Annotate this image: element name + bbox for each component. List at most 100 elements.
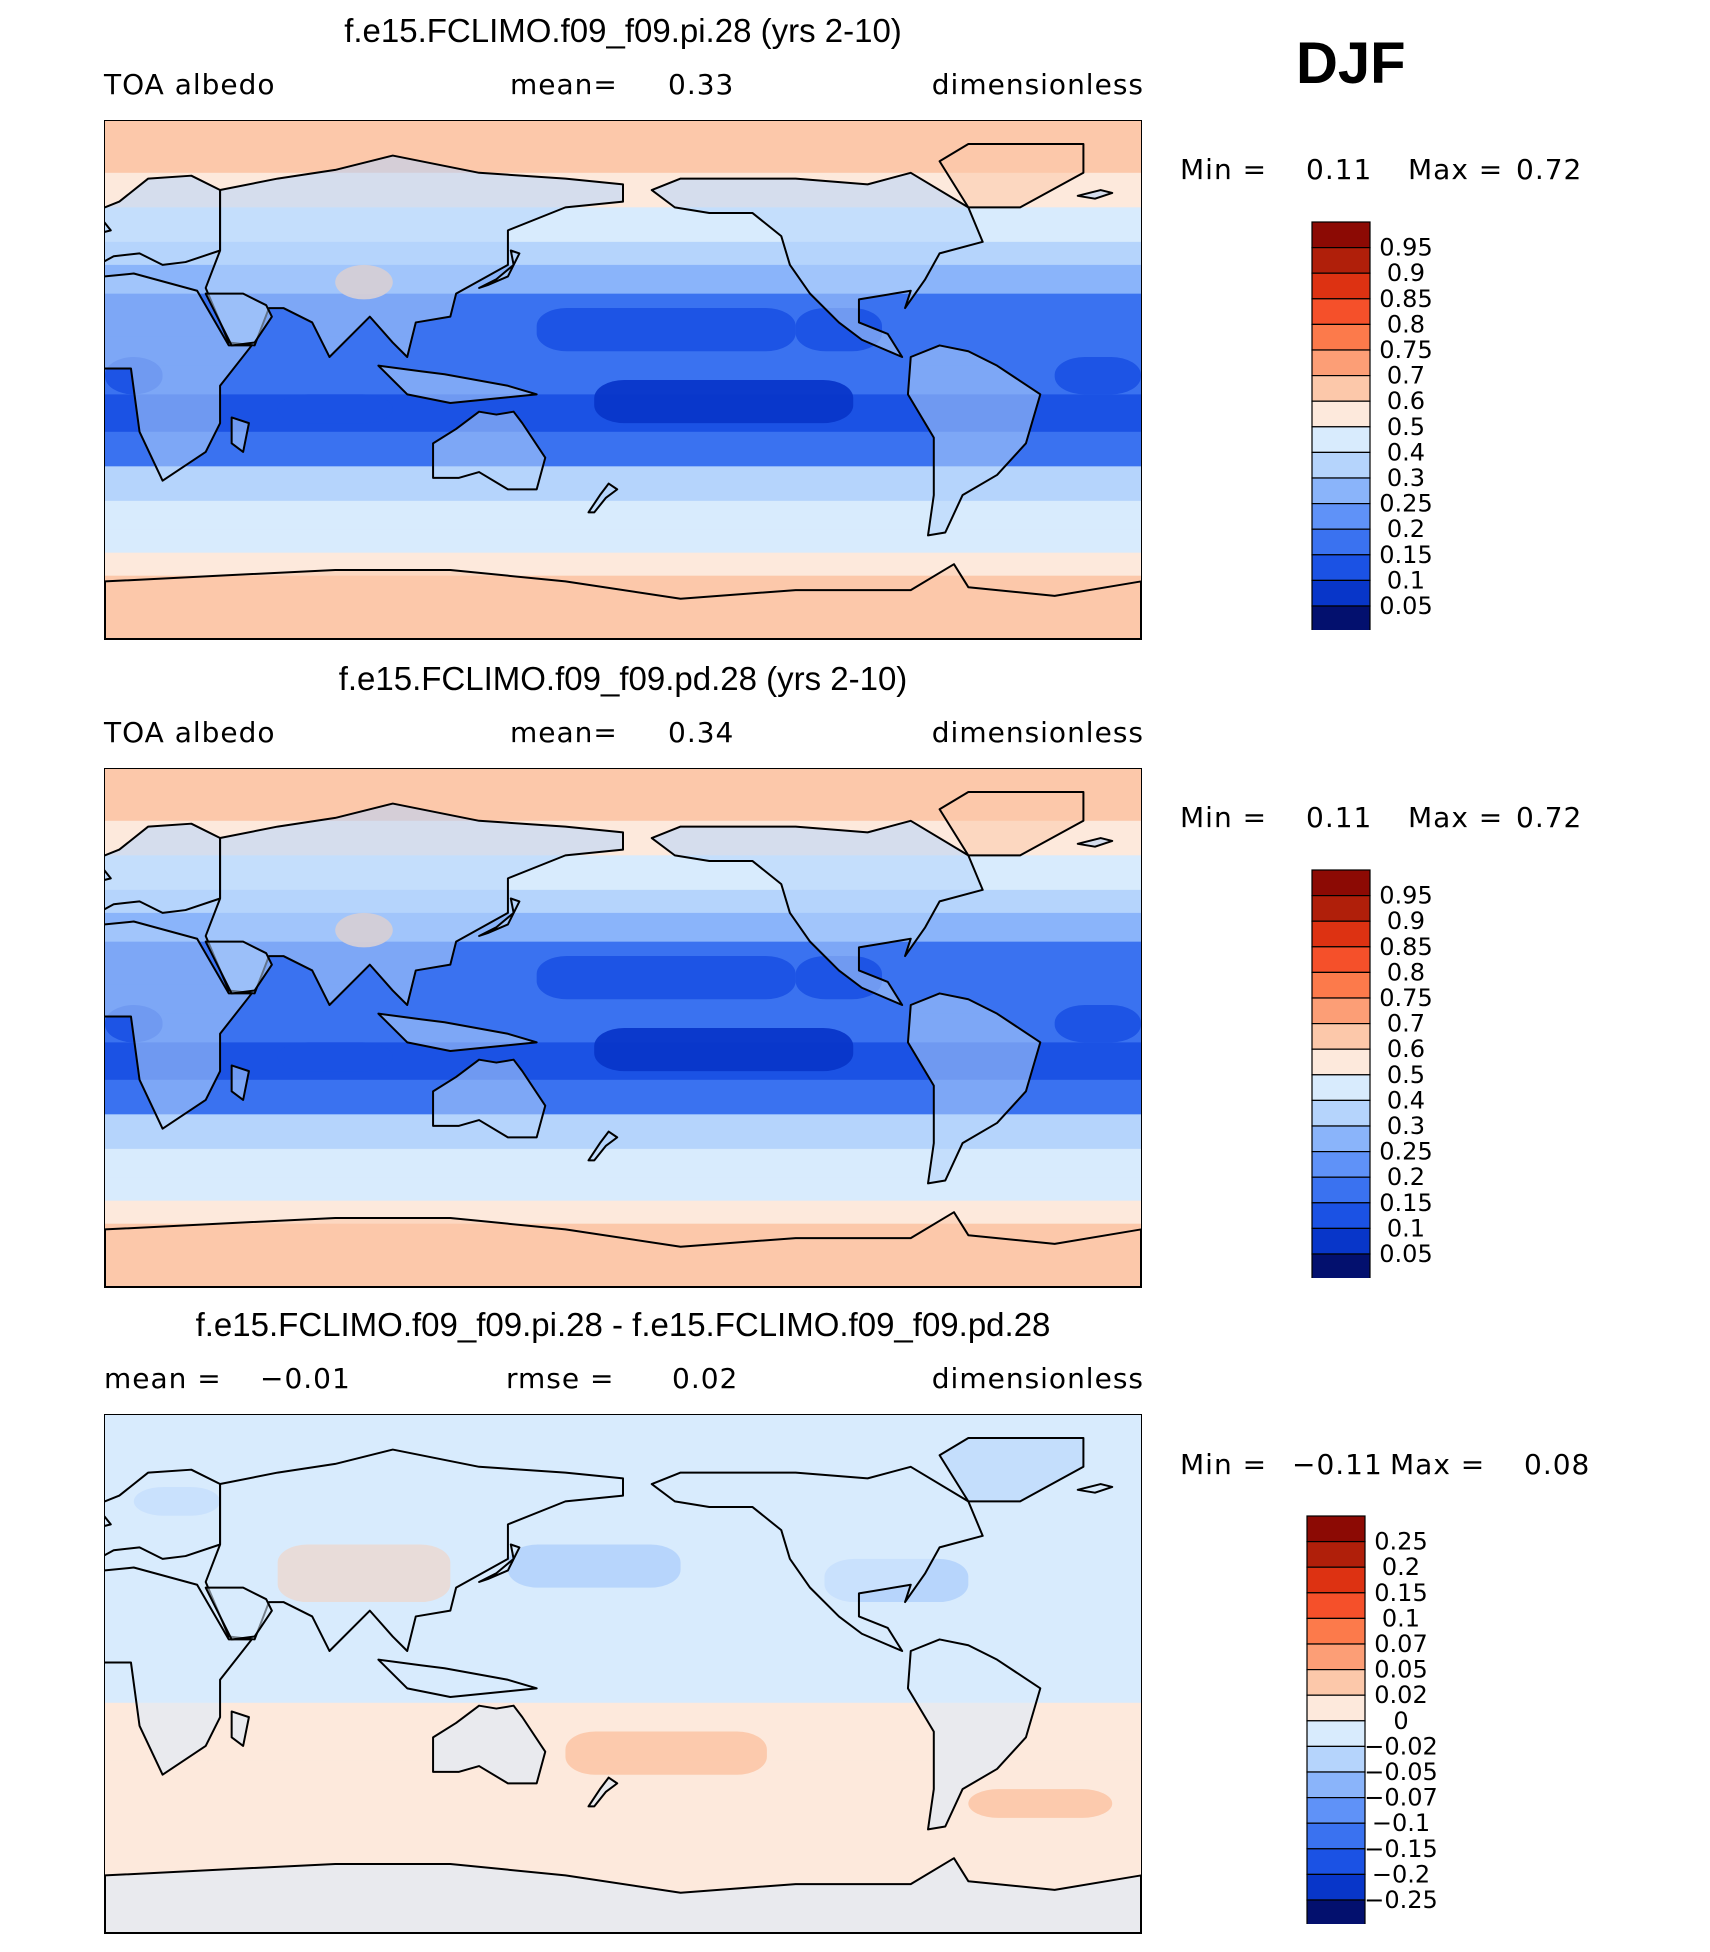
coastline-japan [478,1543,521,1583]
panel-2-max-label: Max = [1408,801,1504,834]
colorbar-tick-label: 0.2 [1382,1553,1420,1581]
coastline-iceland [1076,189,1114,200]
colorbar-swatch [1311,869,1371,897]
panel-3-colorbar-svg: 0.250.20.150.10.070.050.020−0.02−0.05−0.… [1306,1515,1438,1924]
panel-2-colorbar-svg: 0.950.90.850.80.750.70.60.50.40.30.250.2… [1311,869,1433,1278]
colorbar-swatch [1311,1048,1371,1076]
field-region [277,394,393,424]
panel-3-rmse-value: 0.02 [672,1362,739,1395]
colorbar-swatch [1306,1745,1366,1773]
field-region [795,308,882,352]
coastline-greenland [938,1437,1085,1503]
coastline-antarctica [105,1857,1141,1933]
panel-1-max-label: Max = [1408,153,1504,186]
field-region [594,1028,854,1072]
colorbar-tick-label: −0.1 [1372,1809,1430,1837]
colorbar-swatch [1306,1720,1366,1748]
colorbar-swatch [1306,1899,1366,1924]
colorbar-swatch [1311,946,1371,974]
colorbar-swatch [1306,1873,1366,1901]
colorbar-tick-label: 0.2 [1387,1163,1425,1191]
colorbar-swatch [1306,1669,1366,1696]
coastline-africa [105,920,253,1130]
panel-3-units: dimensionless [931,1362,1144,1395]
panel-2-max-value: 0.72 [1516,801,1583,834]
colorbar-tick-label: 0.8 [1387,310,1425,338]
colorbar-tick-label: 0.05 [1374,1656,1427,1684]
coastline-nam [650,1465,984,1652]
colorbar-tick-label: 0.6 [1387,387,1425,415]
colorbar-tick-label: −0.02 [1364,1732,1438,1760]
colorbar-tick-label: 0.2 [1387,515,1425,543]
colorbar-tick-label: 0.25 [1379,490,1432,518]
colorbar-swatch [1306,1694,1366,1722]
colorbar-swatch [1311,1176,1371,1204]
colorbar-tick-label: 0.95 [1379,882,1432,910]
colorbar-tick-label: −0.2 [1372,1860,1430,1888]
colorbar-swatch [1311,426,1371,454]
colorbar-tick-label: 0.5 [1387,1061,1425,1089]
colorbar-swatch [1311,971,1371,999]
colorbar-tick-label: 0.7 [1387,1010,1425,1038]
field-region [277,1042,393,1072]
colorbar-tick-label: 0.3 [1387,464,1425,492]
coastline-indonesia [377,364,538,405]
colorbar-swatch [1311,1023,1371,1050]
field-band [105,1602,1141,1646]
colorbar-tick-label: 0 [1393,1707,1408,1735]
colorbar-swatch [1306,1617,1366,1645]
colorbar-swatch [1311,272,1371,300]
panel-2-min-value: 0.11 [1306,801,1373,834]
coastline-africa [105,272,253,482]
colorbar-tick-label: 0.75 [1379,336,1432,364]
field-region [536,308,796,352]
panel-1-min-label: Min = [1180,153,1268,186]
panel-1-colorbar-svg: 0.950.90.850.80.750.70.60.50.40.30.250.2… [1311,221,1433,630]
colorbar-tick-label: 0.1 [1387,1214,1425,1242]
coastline-asia [204,802,624,1006]
panel-3-map-svg [105,1415,1141,1933]
coastline-europe [105,174,222,266]
panel-3-max-label: Max = [1390,1448,1486,1481]
coastline-nz [587,482,619,514]
coastline-nz [587,1776,619,1808]
coastline-australia [432,410,547,491]
colorbar-swatch [1311,298,1371,326]
colorbar-swatch [1306,1566,1366,1594]
coastline-uk [105,869,112,881]
coastline-sam [906,1638,1042,1831]
colorbar-swatch [1311,1151,1371,1178]
panel-2-map [104,768,1142,1288]
panel-1-variable: TOA albedo [104,68,276,101]
colorbar-tick-label: 0.05 [1379,592,1432,620]
panel-3-max-value: 0.08 [1524,1448,1591,1481]
colorbar-tick-label: 0.6 [1387,1035,1425,1063]
colorbar-swatch [1306,1771,1366,1799]
colorbar-tick-label: 0.15 [1374,1579,1427,1607]
coastline-uk [105,221,112,233]
panel-2-mean-value: 0.34 [668,716,735,749]
coastline-asia [204,1448,624,1652]
coastline-australia [432,1704,547,1785]
colorbar-tick-label: 0.05 [1379,1240,1432,1268]
coastline-nam [650,819,984,1006]
colorbar-swatch [1311,477,1371,505]
field-region [968,1789,1113,1818]
colorbar-tick-label: 0.25 [1374,1528,1427,1556]
panel-1-title: f.e15.FCLIMO.f09_f09.pi.28 (yrs 2-10) [344,12,902,49]
panel-3-colorbar: 0.25 0.2 0.15 0.1 0.07 0.05 0.02 0 −0.02 −0.05 −0.… [1305,1514,1465,1924]
colorbar-tick-label: 0.5 [1387,413,1425,441]
coastline-iceland [1076,1483,1114,1494]
coastline-sam [906,992,1042,1185]
coastline-indonesia [377,1658,538,1699]
colorbar-tick-label: −0.15 [1364,1835,1438,1863]
colorbar-swatch [1311,451,1371,479]
colorbar-tick-label: 0.25 [1379,1138,1432,1166]
colorbar-tick-label: 0.07 [1374,1630,1427,1658]
coastline-australia [432,1058,547,1139]
panel-1-units: dimensionless [931,68,1144,101]
colorbar-swatch [1311,1099,1371,1127]
colorbar-tick-label: 0.85 [1379,285,1432,313]
colorbar-swatch [1311,1227,1371,1255]
colorbar-swatch [1311,323,1371,351]
